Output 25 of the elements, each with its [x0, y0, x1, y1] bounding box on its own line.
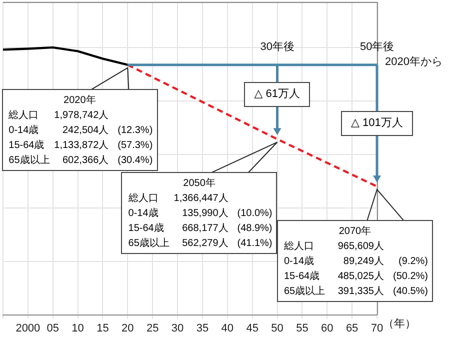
x-tick-label: 55: [296, 322, 308, 334]
x-tick-label: 10: [72, 322, 84, 334]
x-tick-label: 15: [96, 322, 109, 334]
x-tick-label: 70: [370, 322, 384, 334]
annotation: 30年後: [260, 40, 295, 54]
callout-box: 2070年 総人口 965,609人 0-14歳 89,249人 (9.2%) 15-64歳 485,025人 (50.2%) 65歳以上 391,335人 (40.5%): [277, 220, 433, 302]
annotation: 15-64歳 1,133,872人 (57.3%): [8, 138, 153, 153]
x-tick-label: 50: [271, 322, 284, 334]
callout-box: 2020年 総人口 1,978,742人 0-14歳 242,504人 (12.3%) 15-64歳 1,133,872人 (57.3%) 65歳以上 602,366人 (30.4%): [2, 88, 158, 171]
annotation: 2070年: [338, 225, 372, 240]
annotation: 50年後: [360, 40, 394, 54]
text: 2020年から: [385, 56, 442, 69]
x-axis-title: （年）: [383, 318, 416, 331]
callout-box: 2050年 総人口 1,366,447人 0-14歳 135,990人 (10.0%) 15-64歳 668,177人 (48.9%) 65歳以上 562,279人 (41.1%): [121, 172, 278, 254]
x-tick-label: 25: [146, 322, 159, 334]
x-tick-label: 40: [221, 322, 234, 334]
x-tick-label: 2000: [16, 322, 40, 334]
x-tick-label: 05: [46, 322, 59, 334]
x-tick-label: 45: [246, 322, 258, 334]
x-tick-label: 35: [196, 322, 209, 334]
x-tick-label: 20: [122, 322, 134, 334]
x-tick-label: 65: [346, 322, 358, 334]
x-tick-label: 30: [171, 322, 184, 334]
annotation: 2020年: [62, 94, 97, 108]
x-tick-label: 60: [321, 322, 334, 334]
